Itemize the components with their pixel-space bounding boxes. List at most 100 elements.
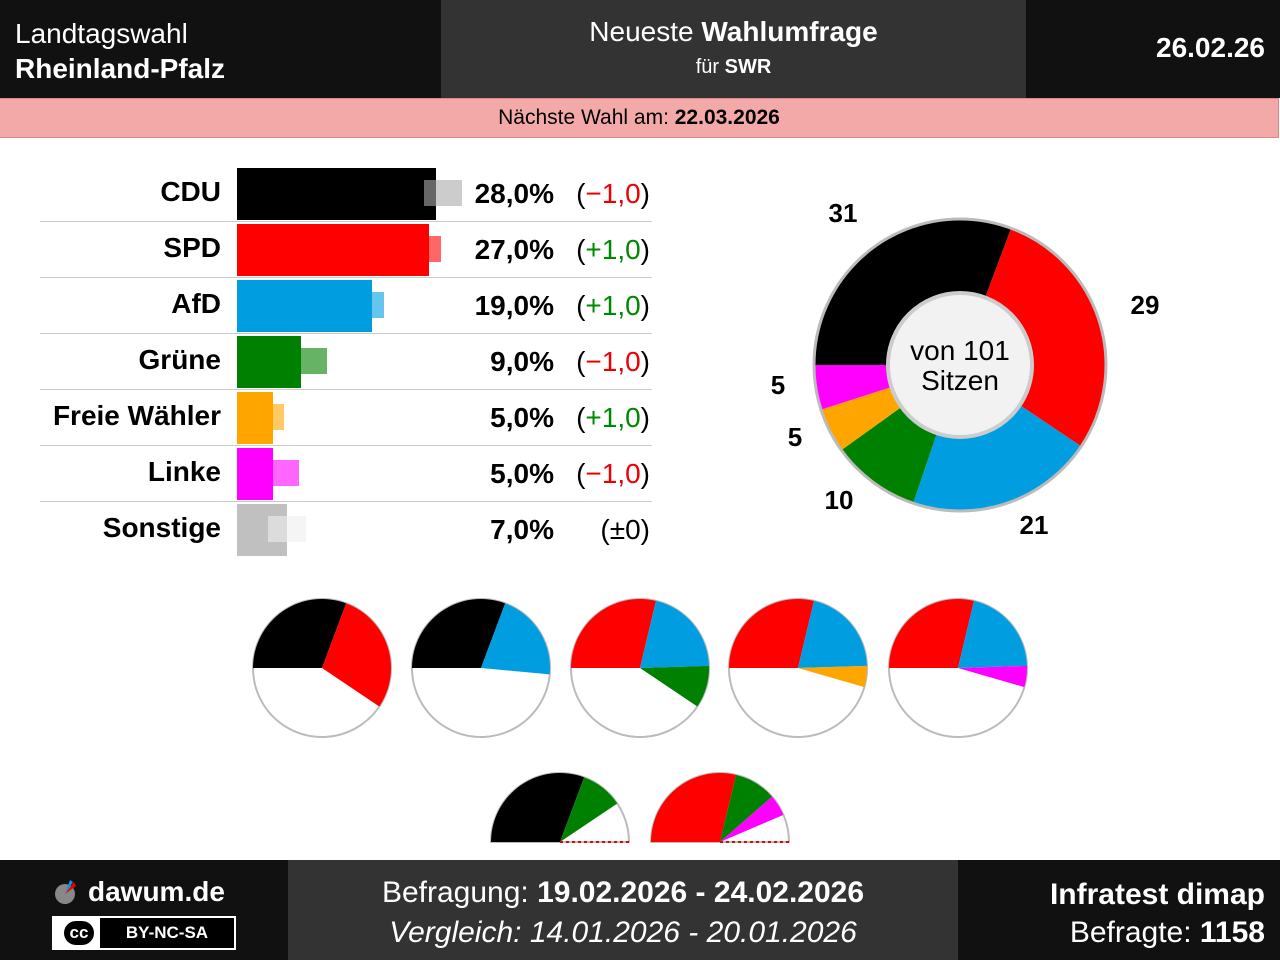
previous-value-marker <box>402 236 441 262</box>
client-name: SWR <box>724 56 772 78</box>
party-row: SPD 27,0% (+1,0) <box>40 222 652 278</box>
party-percentage: 5,0% <box>490 402 554 433</box>
seat-count-label: 10 <box>825 485 854 515</box>
party-row: Linke 5,0% (−1,0) <box>40 446 652 502</box>
seat-total: von 101 <box>910 335 1010 366</box>
seat-unit: Sitzen <box>921 365 999 396</box>
party-name: Freie Wähler <box>52 400 221 431</box>
institute-info: Infratest dimap Befragte: 1158 <box>1050 876 1265 952</box>
party-percentage: 9,0% <box>490 346 554 377</box>
previous-value-marker <box>289 348 327 374</box>
brand-block: dawum.de cc BY-NC-SA <box>52 876 236 950</box>
state-name: Rheinland-Pfalz <box>15 53 226 84</box>
license-badge[interactable]: cc BY-NC-SA <box>52 916 236 950</box>
respondents-count: 1158 <box>1199 916 1265 949</box>
party-change: (+1,0) <box>576 402 650 433</box>
seat-segment <box>985 228 1106 447</box>
seat-count-label: 21 <box>1020 510 1049 540</box>
coalition-segment <box>560 777 618 842</box>
coalition-segment <box>253 599 347 668</box>
coalition-chart <box>252 598 392 738</box>
party-name: Linke <box>147 456 221 487</box>
party-change: (−1,0) <box>576 178 650 209</box>
coalition-segment <box>958 600 1027 668</box>
next-election-banner: Nächste Wahl am: 22.03.2026 <box>0 98 1279 138</box>
party-name: SPD <box>163 232 221 263</box>
election-type: Landtagswahl <box>15 18 188 49</box>
respondents-label: Befragte: <box>1069 916 1200 949</box>
party-row: Grüne 9,0% (−1,0) <box>40 334 652 390</box>
previous-value-marker <box>267 516 306 542</box>
party-bar <box>237 224 429 276</box>
header: Landtagswahl Rheinland-Pfalz Neueste Wah… <box>0 0 1280 98</box>
coalition-chart <box>728 598 868 738</box>
coalition-segment <box>798 665 867 688</box>
seat-segment <box>814 365 892 410</box>
coalition-chart <box>649 772 791 843</box>
party-percentage: 7,0% <box>490 514 554 545</box>
coalition-segment <box>322 603 392 707</box>
seat-center-label: von 101 Sitzen <box>880 336 1040 396</box>
license-label: BY-NC-SA <box>100 918 234 948</box>
next-election-label: Nächste Wahl am: <box>498 106 675 129</box>
coalition-chart <box>411 598 551 738</box>
donut-outline <box>812 217 1108 513</box>
survey-label: Befragung: <box>381 876 538 909</box>
party-percentage: 19,0% <box>474 290 554 321</box>
party-percentage: 27,0% <box>474 234 554 265</box>
previous-value-marker <box>246 404 285 430</box>
coalition-segment <box>798 600 867 668</box>
donut-center <box>886 291 1034 439</box>
coalition-segment <box>571 599 656 668</box>
seat-count-label: 5 <box>771 370 785 400</box>
party-name: CDU <box>160 176 221 207</box>
coalition-charts <box>252 598 1028 843</box>
coalition-segment <box>491 773 585 842</box>
party-row: CDU 28,0% (−1,0) <box>40 166 652 222</box>
seat-segment <box>841 406 937 504</box>
institute-name: Infratest dimap <box>1049 878 1265 911</box>
compare-label: Vergleich: <box>389 916 530 949</box>
survey-range: 19.02.2026 - 24.02.2026 <box>537 876 865 909</box>
party-row: AfD 19,0% (+1,0) <box>40 278 652 334</box>
seat-segment <box>821 387 902 451</box>
cc-icon: cc <box>64 921 94 945</box>
party-row: Freie Wähler 5,0% (+1,0) <box>40 390 652 446</box>
coalition-segment <box>720 796 784 842</box>
seat-count-label: 5 <box>788 422 802 452</box>
poll-date: 26.02.26 <box>1156 32 1265 63</box>
seat-donut-chart: 31 29 21 10 55 <box>771 198 1160 540</box>
party-change: (−1,0) <box>576 346 650 377</box>
previous-value-marker <box>345 292 384 318</box>
election-title: Landtagswahl Rheinland-Pfalz <box>15 16 225 86</box>
party-percentage: 28,0% <box>474 178 554 209</box>
party-change: (+1,0) <box>576 234 650 265</box>
previous-value-marker <box>260 460 299 486</box>
party-percentage: 5,0% <box>490 458 554 489</box>
poll-title-prefix: Neueste <box>589 16 702 47</box>
party-row: Sonstige 7,0% (±0) <box>40 502 652 557</box>
party-results: CDU 28,0% (−1,0) SPD 27,0% (+1,0) AfD 19,0% (+1,… <box>40 166 652 557</box>
survey-info: Befragung: 19.02.2026 - 24.02.2026 Vergl… <box>288 860 958 960</box>
coalition-segment <box>481 603 550 675</box>
party-change: (±0) <box>600 514 650 545</box>
previous-value-marker <box>423 180 462 206</box>
client-prefix: für <box>695 56 725 78</box>
coalition-chart <box>570 598 710 738</box>
coalition-segment <box>640 600 709 668</box>
party-name: AfD <box>171 288 221 319</box>
coalition-segment <box>889 599 974 668</box>
coalition-segment <box>640 665 709 707</box>
poll-title-main: Wahlumfrage <box>701 16 878 47</box>
compare-range: 14.01.2026 - 20.01.2026 <box>529 916 857 949</box>
dawum-logo-icon <box>55 880 76 904</box>
coalition-segment <box>412 599 506 668</box>
brand-name[interactable]: dawum.de <box>88 876 225 907</box>
footer: dawum.de cc BY-NC-SA Befragung: 19.02.20… <box>0 860 1280 960</box>
coalition-segment <box>720 774 773 842</box>
seat-count-label: 31 <box>829 198 858 228</box>
seat-count-label: 29 <box>1131 290 1160 320</box>
coalition-segment <box>958 665 1028 688</box>
next-election-date: 22.03.2026 <box>674 106 780 129</box>
party-bar <box>237 168 436 220</box>
